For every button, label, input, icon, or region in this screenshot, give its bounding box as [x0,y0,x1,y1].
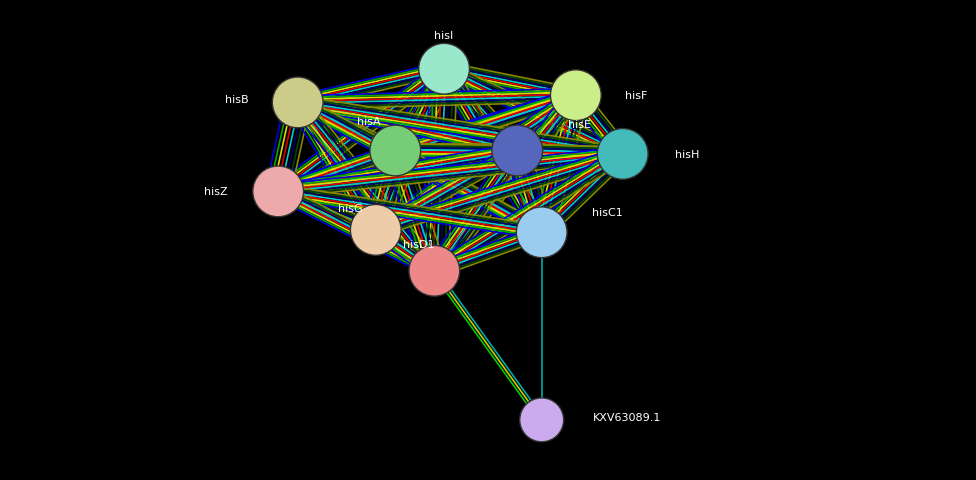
Ellipse shape [350,205,401,256]
Ellipse shape [597,129,648,180]
Text: hisD1: hisD1 [403,240,434,250]
Ellipse shape [520,398,564,442]
Text: hisZ: hisZ [204,187,227,197]
Text: hisA: hisA [357,117,381,127]
Ellipse shape [253,167,304,217]
Text: hisC1: hisC1 [592,207,624,217]
Text: hisI: hisI [434,31,454,41]
Text: hisF: hisF [625,91,647,101]
Ellipse shape [370,126,421,177]
Ellipse shape [516,207,567,258]
Text: hisB: hisB [225,95,249,104]
Text: hisE: hisE [568,120,591,130]
Ellipse shape [492,126,543,177]
Text: hisH: hisH [675,150,700,159]
Ellipse shape [550,71,601,121]
Text: hisG: hisG [339,204,363,214]
Ellipse shape [419,44,469,95]
Text: KXV63089.1: KXV63089.1 [592,413,661,422]
Ellipse shape [272,78,323,129]
Ellipse shape [409,246,460,297]
